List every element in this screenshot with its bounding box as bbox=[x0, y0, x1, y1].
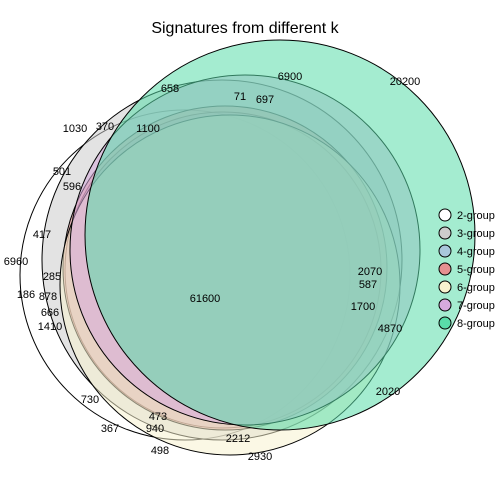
region-label: 596 bbox=[63, 181, 81, 193]
region-label: 61600 bbox=[190, 293, 221, 305]
legend-swatch-icon bbox=[439, 281, 451, 293]
legend-swatch-icon bbox=[439, 245, 451, 257]
region-label: 370 bbox=[96, 121, 114, 133]
region-label: 587 bbox=[359, 279, 377, 291]
legend-label: 4-group bbox=[457, 246, 495, 258]
legend-label: 5-group bbox=[457, 264, 495, 276]
legend-swatch-icon bbox=[439, 317, 451, 329]
region-label: 940 bbox=[146, 423, 164, 435]
region-label: 2020 bbox=[376, 386, 400, 398]
legend-swatch-icon bbox=[439, 299, 451, 311]
region-label: 186 bbox=[17, 289, 35, 301]
legend-swatch-icon bbox=[439, 209, 451, 221]
region-label: 878 bbox=[39, 291, 57, 303]
legend-label: 2-group bbox=[457, 210, 495, 222]
region-label: 473 bbox=[149, 411, 167, 423]
legend-swatch-icon bbox=[439, 263, 451, 275]
region-label: 4870 bbox=[378, 323, 402, 335]
region-label: 498 bbox=[151, 445, 169, 457]
region-label: 2930 bbox=[248, 451, 272, 463]
region-label: 6960 bbox=[4, 256, 28, 268]
legend-label: 6-group bbox=[457, 282, 495, 294]
region-label: 2070 bbox=[358, 266, 382, 278]
region-label: 2212 bbox=[226, 433, 250, 445]
legend-swatch-icon bbox=[439, 227, 451, 239]
region-label: 666 bbox=[41, 307, 59, 319]
legend-label: 7-group bbox=[457, 300, 495, 312]
region-label: 1030 bbox=[63, 123, 87, 135]
region-label: 1700 bbox=[351, 301, 375, 313]
chart-title: Signatures from different k bbox=[151, 20, 339, 37]
euler-diagram: Signatures from different k 61600 20200 69… bbox=[0, 0, 504, 504]
region-label: 1100 bbox=[136, 123, 160, 135]
region-label: 730 bbox=[81, 394, 99, 406]
euler-circle-8-group bbox=[85, 40, 475, 430]
euler-circles bbox=[20, 40, 475, 455]
region-label: 71 bbox=[234, 91, 246, 103]
region-label: 417 bbox=[33, 229, 51, 241]
region-label: 501 bbox=[53, 166, 71, 178]
region-label: 285 bbox=[43, 271, 61, 283]
legend-label: 3-group bbox=[457, 228, 495, 240]
region-label: 697 bbox=[256, 94, 274, 106]
region-label: 367 bbox=[101, 423, 119, 435]
region-label: 658 bbox=[161, 83, 179, 95]
region-label: 6900 bbox=[278, 71, 302, 83]
region-label: 1410 bbox=[38, 321, 62, 333]
legend-label: 8-group bbox=[457, 318, 495, 330]
region-label: 20200 bbox=[390, 76, 421, 88]
